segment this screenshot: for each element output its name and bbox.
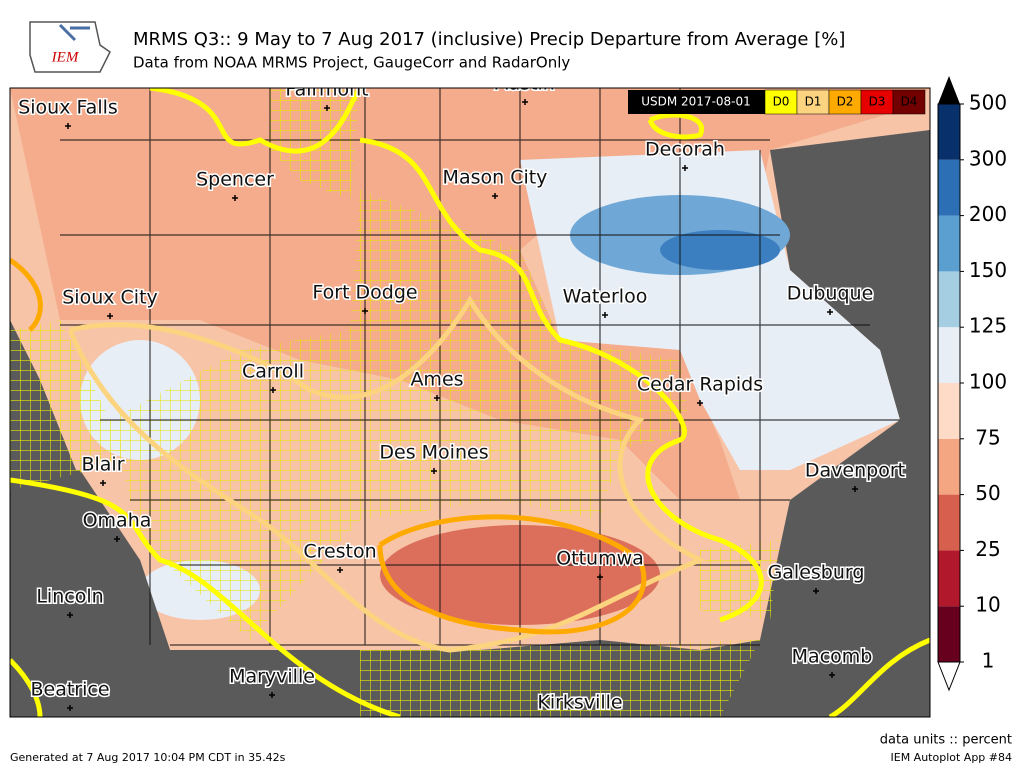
city-label: Decorah [645, 139, 725, 161]
city-label: Sioux City [62, 287, 158, 309]
city-marker [337, 567, 343, 573]
colorbar-tick-label: 125 [969, 314, 1007, 338]
map: Sioux Falls Fairmont Austin Spencer Mason Ci… [10, 73, 930, 724]
colorbar-tick-label: 25 [975, 537, 1000, 561]
colorbar-tick-label: 150 [969, 258, 1007, 282]
drought-label: D3 [869, 95, 886, 109]
city-marker [431, 468, 437, 474]
city-label: Fort Dodge [312, 282, 417, 304]
colorbar-tick-label: 200 [969, 202, 1007, 226]
logo: IEM [29, 21, 111, 73]
city-marker [813, 588, 819, 594]
colorbar-segment [938, 327, 960, 383]
drought-legend-title: USDM 2017-08-01 [641, 95, 751, 109]
city-marker [682, 165, 688, 171]
city-label: Lincoln [36, 586, 103, 608]
drought-swatch [860, 89, 894, 115]
city-marker [697, 400, 703, 406]
drought-label: D2 [837, 95, 854, 109]
colorbar-segment [938, 215, 960, 272]
colorbar-segment [938, 438, 960, 495]
subtitle: Data from NOAA MRMS Project, GaugeCorr a… [133, 54, 570, 72]
drought-swatch [796, 89, 830, 115]
city-marker [852, 486, 858, 492]
city-marker [522, 99, 528, 105]
city-marker [114, 536, 120, 542]
drought-swatch [892, 89, 926, 115]
colorbar-tick-label: 100 [969, 370, 1007, 394]
drought-label: D0 [773, 95, 790, 109]
city-label: Maryville [229, 666, 315, 688]
city-marker [602, 312, 608, 318]
city-marker [232, 195, 238, 201]
city-label: Dubuque [787, 283, 874, 305]
city-marker [492, 193, 498, 199]
city-marker [270, 387, 276, 393]
colorbar: 1 10 25 50 75 100 125 150 200 300 500 [937, 76, 1007, 692]
colorbar-arrow [937, 661, 961, 692]
city-label: Blair [81, 454, 124, 476]
city-label: Sioux Falls [18, 97, 118, 119]
city-label: Cedar Rapids [637, 374, 763, 396]
drought-label: D1 [805, 95, 822, 109]
colorbar-segment [938, 159, 960, 216]
city-label: Carroll [242, 361, 304, 383]
colorbar-tick-label: 1 [982, 649, 995, 673]
city-marker [577, 718, 583, 724]
app-note: IEM Autoplot App #84 [891, 751, 1013, 764]
generated-note: Generated at 7 Aug 2017 10:04 PM CDT in … [10, 751, 286, 764]
units-note: data units :: percent [880, 733, 1012, 748]
colorbar-tick-label: 50 [975, 481, 1000, 505]
colorbar-tick-label: 500 [969, 91, 1007, 115]
city-label: Fairmont [285, 79, 368, 101]
city-label: Macomb [792, 646, 873, 668]
city-marker [362, 308, 368, 314]
city-label: Beatrice [30, 679, 109, 701]
city-marker [829, 672, 835, 678]
city-marker [65, 123, 71, 129]
drought-swatch [828, 89, 862, 115]
colorbar-segment [938, 271, 960, 328]
city-label: Davenport [805, 460, 905, 482]
city-label: Spencer [196, 169, 274, 191]
city-marker [434, 395, 440, 401]
city-label: Ames [410, 369, 463, 391]
city-marker [597, 574, 603, 580]
colorbar-tick-label: 300 [969, 146, 1007, 170]
city-marker [827, 309, 833, 315]
city-label: Kirksville [537, 692, 622, 714]
drought-swatch [764, 89, 798, 115]
city-marker [324, 105, 330, 111]
city-marker [100, 480, 106, 486]
drought-label: D4 [901, 95, 918, 109]
colorbar-tick-label: 10 [975, 593, 1000, 617]
map-frame [9, 87, 931, 718]
colorbar-segment [938, 606, 960, 662]
city-label: Des Moines [379, 442, 488, 464]
city-label: Austin [495, 73, 555, 95]
city-marker [67, 612, 73, 618]
colorbar-arrow [938, 76, 960, 104]
city-marker [269, 692, 275, 698]
city-label: Mason City [443, 167, 548, 189]
colorbar-segment [938, 550, 960, 607]
city-marker [67, 705, 73, 711]
city-label: Ottumwa [556, 548, 644, 570]
colorbar-segment [938, 494, 960, 551]
city-label: Omaha [83, 510, 152, 532]
city-label: Galesburg [768, 562, 865, 584]
city-marker [107, 313, 113, 319]
title: MRMS Q3:: 9 May to 7 Aug 2017 (inclusive… [133, 29, 845, 50]
logo-text: IEM [51, 49, 80, 65]
drought-legend: USDM 2017-08-01 D0 D1 D2 D3 D4 [628, 89, 926, 115]
city-label: Creston [303, 541, 376, 563]
colorbar-segment [938, 383, 960, 439]
colorbar-tick-label: 75 [975, 425, 1000, 449]
colorbar-segment [938, 104, 960, 160]
city-label: Waterloo [563, 286, 648, 308]
